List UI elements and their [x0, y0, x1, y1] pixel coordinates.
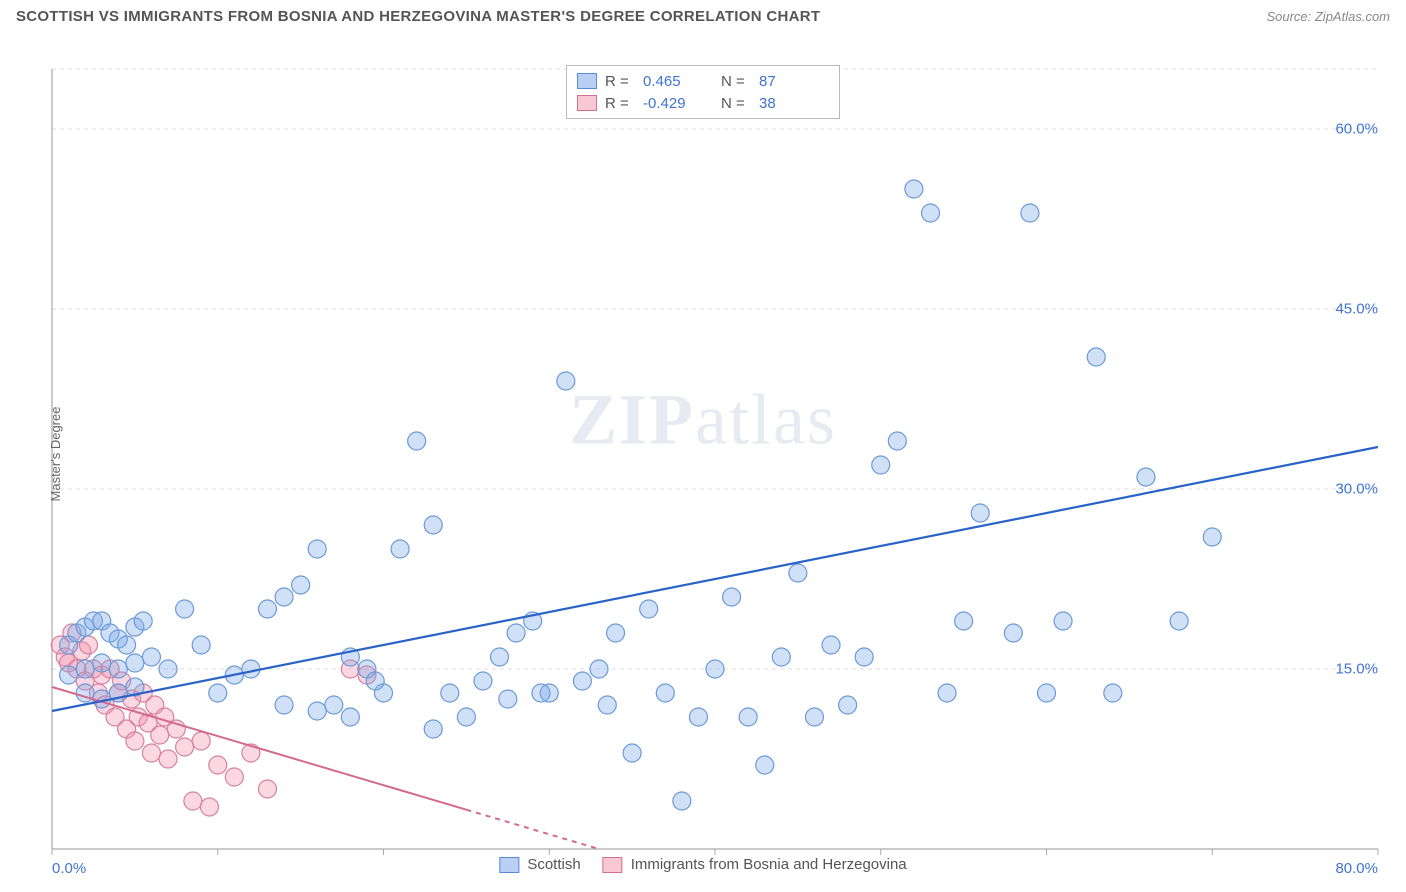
y-tick-label: 30.0% — [1335, 481, 1378, 498]
r-label: R = — [605, 95, 635, 112]
stats-legend: R = 0.465 N = 87 R = -0.429 N = 38 — [566, 65, 840, 119]
legend-label: Immigrants from Bosnia and Herzegovina — [631, 856, 907, 873]
swatch-icon — [603, 857, 623, 873]
chart-title: SCOTTISH VS IMMIGRANTS FROM BOSNIA AND H… — [16, 8, 820, 25]
scatter-plot-svg — [0, 29, 1406, 879]
chart-area: Master's Degree ZIPatlas R = 0.465 N = 8… — [0, 29, 1406, 879]
n-value: 87 — [759, 73, 829, 90]
y-axis-label: Master's Degree — [48, 407, 63, 502]
n-value: 38 — [759, 95, 829, 112]
r-value: -0.429 — [643, 95, 713, 112]
r-value: 0.465 — [643, 73, 713, 90]
swatch-icon — [577, 73, 597, 89]
y-tick-label: 45.0% — [1335, 301, 1378, 318]
series-legend: Scottish Immigrants from Bosnia and Herz… — [499, 856, 906, 873]
legend-label: Scottish — [527, 856, 580, 873]
r-label: R = — [605, 73, 635, 90]
y-tick-label: 60.0% — [1335, 121, 1378, 138]
n-label: N = — [721, 95, 751, 112]
n-label: N = — [721, 73, 751, 90]
source-label: Source: ZipAtlas.com — [1266, 9, 1390, 24]
x-axis-min-label: 0.0% — [52, 860, 86, 877]
x-axis-max-label: 80.0% — [1335, 860, 1378, 877]
y-tick-label: 15.0% — [1335, 661, 1378, 678]
swatch-icon — [499, 857, 519, 873]
swatch-icon — [577, 95, 597, 111]
